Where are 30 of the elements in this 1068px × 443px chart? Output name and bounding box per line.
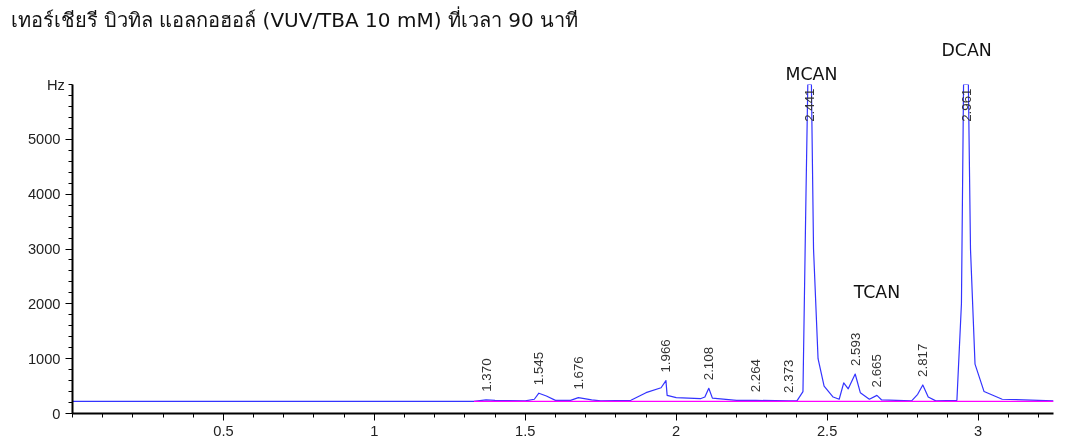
- annotation: 2.817: [915, 343, 931, 377]
- y-tick-label: 3000: [27, 241, 61, 257]
- y-tick-label: 4000: [27, 186, 61, 203]
- y-tick-label: 1000: [27, 350, 61, 367]
- annotation: 1.545: [531, 351, 547, 386]
- text: MCAN: [785, 63, 838, 84]
- annotation: 2.108: [701, 346, 717, 381]
- annotation: 2.961: [958, 88, 974, 122]
- annotation: 2.441: [801, 88, 817, 122]
- annotation: 2.593: [847, 332, 863, 367]
- y-tick-label: 0: [52, 405, 61, 422]
- x-tick-label: 2: [672, 422, 681, 439]
- x-tick-label: 0.5: [213, 422, 234, 439]
- y-tick-label: 5000: [27, 131, 61, 148]
- text: DCAN: [941, 39, 992, 60]
- annotation: 1.966: [658, 339, 674, 373]
- x-tick-label: 1.5: [515, 422, 536, 439]
- annotation: 2.665: [869, 354, 885, 388]
- y-axis-title: Hz: [46, 76, 65, 93]
- x-tick-label: 2.5: [816, 422, 838, 439]
- line-series: [72, 84, 1054, 403]
- annotation: 1.370: [478, 358, 494, 392]
- chart-title: เทอร์เชียรี บิวทิล แอลกอฮอล์ (VUV/TBA 10 mM) ที่เวลา 90 นาที: [10, 5, 578, 32]
- annotation: 2.264: [748, 358, 764, 393]
- y-tick-label: 2000: [27, 295, 61, 312]
- annotation: 2.373: [781, 359, 797, 393]
- x-tick-label: 1: [370, 422, 379, 439]
- annotation: 1.676: [570, 356, 586, 390]
- x-tick-label: 3: [973, 422, 983, 439]
- annotation: TCAN: [852, 281, 901, 302]
